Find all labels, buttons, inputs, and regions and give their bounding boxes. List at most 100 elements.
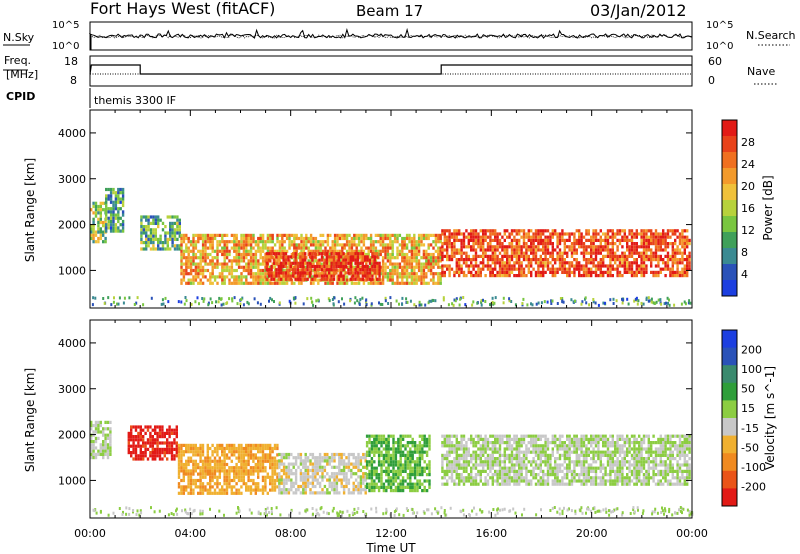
heatmap-cell [338,272,342,276]
heatmap-cell [316,274,319,278]
heatmap-cell [347,258,350,262]
heatmap-cell [199,252,202,257]
heatmap-cell [99,452,102,456]
heatmap-cell [549,267,552,271]
heatmap-cell [144,431,147,435]
heatmap-cell [166,244,169,248]
heatmap-cell [621,229,624,233]
heatmap-cell [470,235,473,239]
heatmap-cell [311,475,315,479]
heatmap-cell [312,303,315,307]
heatmap-cell [109,446,112,450]
heatmap-cell [254,262,258,266]
heatmap-cell [568,270,571,274]
heatmap-cell [409,453,412,457]
heatmap-cell [240,272,243,276]
heatmap-cell [472,258,475,262]
heatmap-cell [206,466,209,470]
heatmap-cell [508,297,511,301]
heatmap-cell [573,274,576,278]
heatmap-cell [403,246,406,250]
heatmap-cell [273,456,277,460]
heatmap-cell [403,236,406,241]
heatmap-cell [182,256,186,260]
heatmap-cell [168,444,171,448]
heatmap-cell [134,457,138,461]
heatmap-cell [213,265,217,269]
heatmap-cell [294,478,298,482]
heatmap-cell [542,229,545,233]
heatmap-cell [496,254,499,258]
heatmap-cell [306,468,310,473]
heatmap-cell [94,240,98,244]
heatmap-cell [211,466,214,470]
heatmap-cell [404,444,407,448]
heatmap-cell [382,485,386,489]
heatmap-cell [237,243,241,247]
heatmap-cell [484,254,487,258]
heatmap-cell [132,425,135,429]
heatmap-cell [380,463,383,467]
heatmap-cell [271,236,274,241]
heatmap-cell [278,459,281,463]
heatmap-cell [422,236,426,241]
heatmap-cell [654,242,658,246]
heatmap-cell [264,469,267,473]
heatmap-cell [287,277,290,281]
heatmap-cell [213,275,217,279]
heatmap-cell [585,270,588,274]
heatmap-cell [635,261,638,265]
heatmap-cell [90,233,93,237]
heatmap-cell [118,296,121,300]
heatmap-cell [418,469,422,473]
heatmap-cell [508,274,511,278]
heatmap-cell [335,271,338,275]
heatmap-cell [335,478,339,482]
heatmap-cell [273,268,277,273]
heatmap-cell [359,261,362,265]
heatmap-cell [166,247,169,251]
heatmap-cell [187,246,190,250]
heatmap-cell [508,242,511,246]
heatmap-cell [522,245,526,249]
heatmap-cell [396,272,399,276]
heatmap-cell [666,267,670,271]
heatmap-cell [645,229,648,233]
heatmap-cell [365,476,369,480]
heatmap-cell [380,482,383,486]
heatmap-cell [313,268,316,272]
heatmap-cell [259,278,262,282]
heatmap-cell [301,277,304,281]
heatmap-cell [134,447,138,451]
heatmap-cell [197,281,200,285]
heatmap-cell [411,441,414,445]
heatmap-cell [175,441,178,445]
heatmap-cell [307,246,310,250]
heatmap-cell [642,242,646,246]
heatmap-cell [413,240,416,244]
heatmap-cell [102,427,105,431]
heatmap-cell [182,485,185,489]
heatmap-cell [352,465,355,469]
heatmap-cell [416,482,419,486]
heatmap-cell [450,235,454,239]
heatmap-cell [413,259,416,263]
heatmap-cell [102,449,105,453]
heatmap-cell [406,485,410,489]
heatmap-cell [368,261,372,265]
heatmap-cell [223,268,226,273]
heatmap-cell [158,457,162,461]
heatmap-cell [297,281,301,285]
heatmap-cell [669,235,672,239]
heatmap-cell [640,301,643,305]
heatmap-cell [182,262,186,266]
heatmap-cell [211,256,214,260]
heatmap-cell [287,491,291,495]
heatmap-cell [282,465,286,469]
heatmap-cell [266,236,270,241]
heatmap-cell [318,459,322,463]
heatmap-cell [278,262,282,266]
heatmap-cell [666,229,670,233]
heatmap-cell [623,238,626,242]
heatmap-cell [671,270,674,274]
